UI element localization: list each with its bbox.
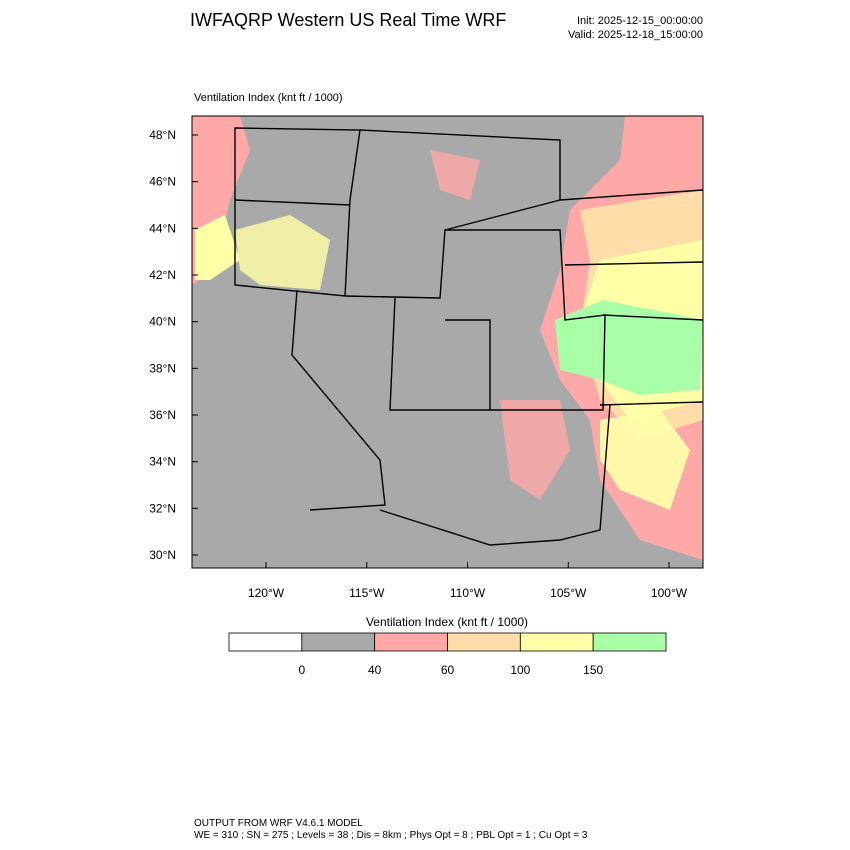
lat-tick-label: 44°N [149, 221, 176, 235]
lon-tick-label: 105°W [550, 586, 587, 600]
map-ticks: 48°N 46°N 44°N 42°N 40°N 38°N 36°N 34°N 32°N 30°N… [149, 128, 688, 600]
lat-tick-label: 36°N [149, 408, 176, 422]
colorbar-box [592, 632, 667, 652]
lat-tick-label: 32°N [149, 501, 176, 515]
lat-tick-label: 42°N [149, 268, 176, 282]
footer-line: OUTPUT FROM WRF V4.6.1 MODEL [194, 818, 363, 829]
colorbar-label: 60 [441, 663, 455, 677]
colorbar-label: 150 [583, 663, 603, 677]
colorbar-label: 0 [298, 663, 305, 677]
lon-tick-label: 120°W [248, 586, 285, 600]
lat-tick-label: 46°N [149, 175, 176, 189]
footer-line: WE = 310 ; SN = 275 ; Levels = 38 ; Dis … [194, 830, 588, 841]
colorbar-box [228, 632, 303, 652]
lat-tick-label: 40°N [149, 315, 176, 329]
colorbar-box [447, 632, 521, 652]
init-time: Init: 2025-12-15_00:00:00 [577, 15, 703, 27]
valid-time: Valid: 2025-12-18_15:00:00 [568, 29, 703, 41]
map-frame [191, 115, 704, 569]
lat-tick-label: 30°N [149, 548, 176, 562]
colorbar-label: 100 [510, 663, 530, 677]
colorbar-box [301, 632, 376, 652]
lat-tick-label: 38°N [149, 361, 176, 375]
colorbar-box [374, 632, 448, 652]
colorbar-box [519, 632, 594, 652]
lat-tick-label: 48°N [149, 128, 176, 142]
colorbar: 0 40 60 100 150 [228, 632, 667, 677]
lon-tick-label: 100°W [651, 586, 688, 600]
map-field [192, 116, 703, 568]
lat-tick-label: 34°N [149, 455, 176, 469]
title: IWFAQRP Western US Real Time WRF [190, 10, 506, 30]
lon-tick-label: 115°W [349, 586, 385, 600]
map-subtitle: Ventilation Index (knt ft / 1000) [194, 92, 343, 104]
lon-tick-label: 110°W [450, 586, 486, 600]
colorbar-title: Ventilation Index (knt ft / 1000) [366, 615, 528, 629]
colorbar-label: 40 [368, 663, 382, 677]
